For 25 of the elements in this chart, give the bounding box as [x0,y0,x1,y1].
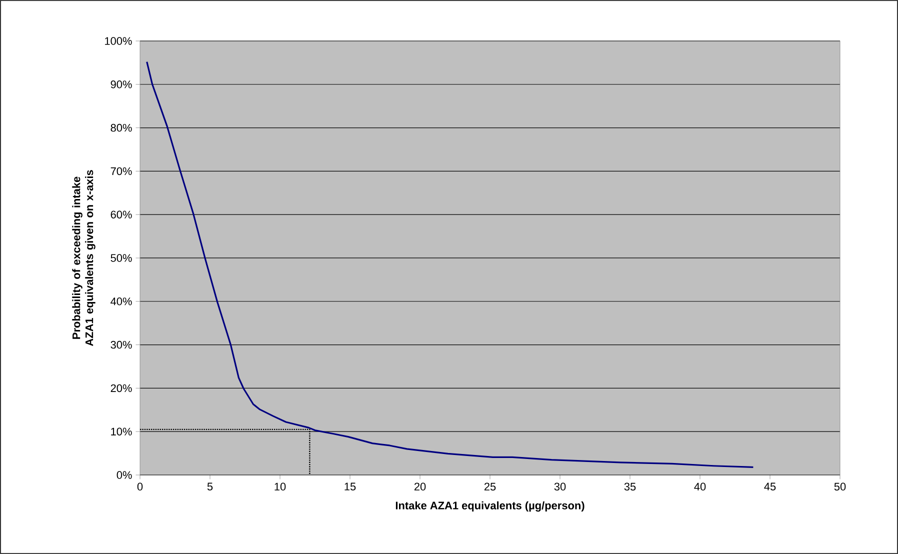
x-axis-title: Intake AZA1 equivalents (µg/person) [396,501,584,512]
x-tick-label: 20 [414,482,426,491]
x-tick-label: 40 [694,482,706,491]
x-tick-label: 30 [554,482,566,491]
y-tick-label: 30% [110,340,132,349]
y-tick-label: 60% [110,210,132,218]
y-tick-label: 10% [111,428,132,436]
x-tick-label: 10 [274,482,286,491]
x-tick-label: 50 [834,482,846,491]
y-tick-label: 100% [105,37,132,45]
x-tick-label: 5 [207,482,213,490]
x-tick-label: 0 [137,482,143,491]
x-tick-label: 25 [484,482,496,491]
y-axis-title: Probability of exceeding intake AZA1 equivalents given on x-axis [72,170,96,346]
y-tick-label: 50% [110,254,132,262]
y-tick-label: 0% [116,471,132,479]
y-tick-label: 90% [110,80,132,88]
y-tick-label: 20% [110,384,132,392]
y-tick-label: 80% [110,124,132,132]
x-tick-label: 15 [344,482,356,490]
x-tick-label: 35 [624,482,636,491]
y-tick-label: 40% [110,298,132,306]
y-tick-label: 70% [110,167,132,176]
x-tick-label: 45 [764,482,776,490]
line-series [146,61,754,468]
